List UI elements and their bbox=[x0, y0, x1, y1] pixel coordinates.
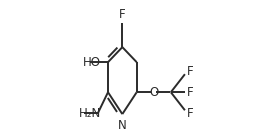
Text: H₂N: H₂N bbox=[79, 107, 101, 120]
Text: HO: HO bbox=[83, 56, 101, 69]
Text: F: F bbox=[187, 107, 193, 120]
Text: O: O bbox=[149, 86, 158, 99]
Text: N: N bbox=[118, 119, 127, 132]
Text: F: F bbox=[187, 86, 193, 99]
Text: F: F bbox=[119, 7, 126, 21]
Text: F: F bbox=[187, 65, 193, 78]
